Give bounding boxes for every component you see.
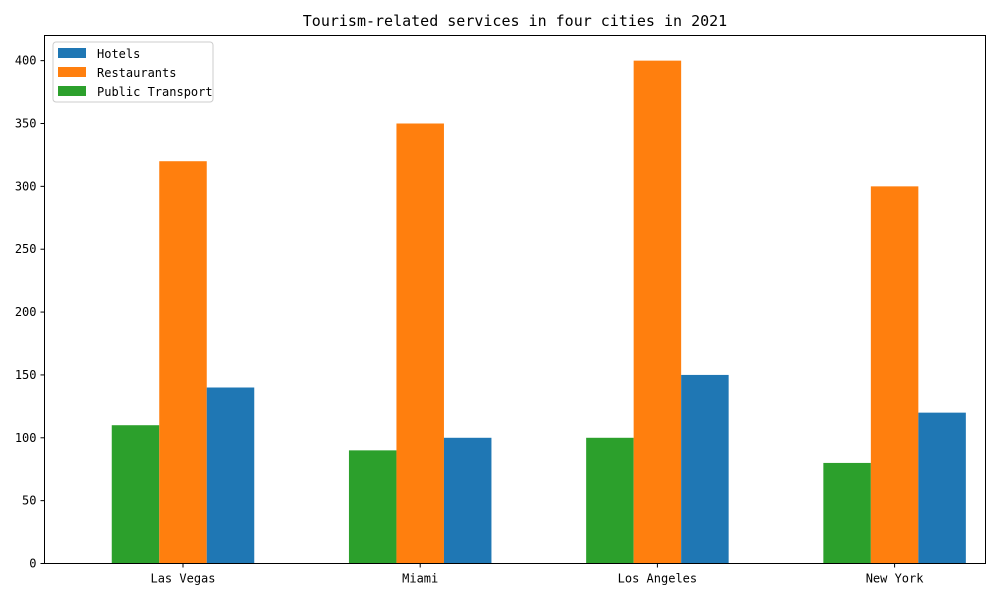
legend-label-restaurants: Restaurants	[97, 66, 176, 80]
bar-hotels-los-angeles	[681, 374, 729, 564]
x-tick-label: Los Angeles	[618, 572, 697, 586]
bars-group	[111, 60, 966, 564]
legend: Hotels Restaurants Public Transport	[52, 41, 214, 103]
x-axis: Las Vegas Miami Los Angeles New York	[150, 563, 925, 586]
bar-restaurants-miami	[396, 123, 444, 564]
y-axis: 0 50 100 150 200 250 300 350 400	[15, 54, 45, 571]
y-tick-label: 200	[15, 305, 37, 319]
x-tick-label: New York	[866, 572, 925, 586]
y-tick-label: 400	[15, 54, 37, 68]
bar-restaurants-los-angeles	[633, 60, 682, 564]
y-tick-label: 350	[15, 117, 37, 131]
bar-restaurants-new-york	[870, 186, 919, 564]
x-tick-label: Las Vegas	[150, 572, 215, 586]
legend-label-hotels: Hotels	[97, 47, 140, 61]
bar-public-transport-miami	[348, 450, 397, 564]
legend-swatch-restaurants	[58, 67, 86, 77]
y-tick-label: 0	[29, 557, 36, 571]
plot-frame	[44, 35, 986, 564]
bar-public-transport-new-york	[823, 462, 871, 564]
bar-hotels-miami	[443, 437, 492, 564]
y-tick-label: 150	[15, 368, 37, 382]
bar-public-transport-las-vegas	[111, 425, 160, 564]
bar-restaurants-las-vegas	[159, 161, 207, 564]
y-tick-label: 250	[15, 242, 37, 256]
x-tick-label: Miami	[402, 572, 438, 586]
legend-box	[52, 41, 214, 103]
y-tick-label: 50	[22, 494, 36, 508]
y-tick-label: 300	[15, 179, 37, 193]
y-tick-label: 100	[15, 431, 37, 445]
legend-swatch-public-transport	[58, 86, 86, 96]
bar-hotels-las-vegas	[206, 387, 255, 564]
bar-public-transport-los-angeles	[586, 437, 634, 564]
legend-swatch-hotels	[58, 48, 86, 58]
chart-title: Tourism-related services in four cities …	[303, 12, 727, 30]
bar-hotels-new-york	[918, 412, 966, 564]
legend-label-public-transport: Public Transport	[97, 85, 213, 99]
